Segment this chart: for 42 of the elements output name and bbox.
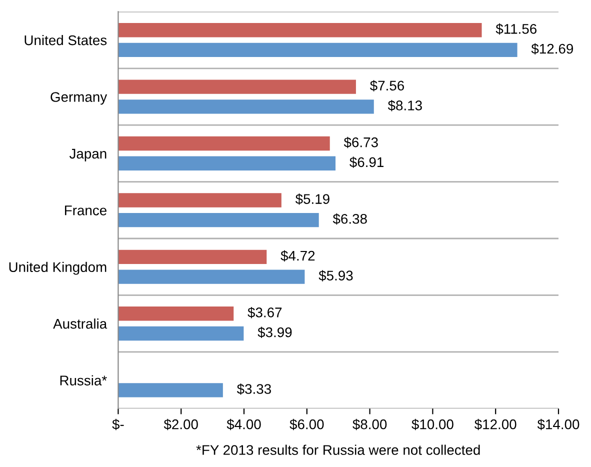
data-label: $5.93: [318, 270, 353, 282]
data-label: $3.33: [236, 384, 271, 395]
y-tick-label: United States: [24, 34, 107, 46]
x-tick-label: $8.00: [352, 418, 387, 430]
text: *FY 2013 results for Russia were not collected: [196, 444, 480, 455]
y-tick-label: Japan: [69, 148, 106, 162]
bar: [118, 326, 244, 341]
data-label: $6.91: [350, 156, 384, 168]
data-label: $6.38: [332, 213, 367, 225]
bar: [118, 212, 319, 228]
x-tick-label: $12.00: [474, 418, 516, 430]
y-tick-label: United Kingdom: [9, 262, 106, 275]
data-label: $12.69: [531, 43, 574, 55]
bar: [118, 306, 234, 321]
bar: [118, 156, 336, 170]
y-tick-label: Germany: [50, 92, 108, 105]
data-label: $7.56: [370, 80, 404, 92]
bar: [118, 100, 374, 114]
y-tick-label: France: [65, 206, 106, 216]
x-tick-label: $4.00: [226, 418, 261, 430]
bar: [118, 136, 330, 151]
x-tick-label: $6.00: [290, 418, 324, 430]
y-tick-label: Australia: [53, 318, 108, 329]
data-label: $4.72: [280, 250, 315, 262]
bar: [118, 80, 356, 94]
bar: [118, 250, 267, 264]
bar: [118, 193, 282, 208]
bar: [118, 23, 482, 38]
x-tick-label: $14.00: [537, 418, 580, 430]
bar: [118, 270, 305, 284]
x-tick-label: $10.00: [412, 418, 454, 430]
data-label: $3.67: [248, 306, 282, 318]
bar: [118, 42, 518, 58]
x-tick-label: $2.00: [164, 418, 198, 430]
data-label: $6.73: [344, 136, 378, 148]
data-label: $11.56: [496, 23, 536, 35]
x-tick-label: $-: [112, 418, 124, 430]
data-label: $8.13: [388, 100, 422, 112]
y-tick-label: Russia*: [60, 375, 107, 386]
data-label: $5.19: [295, 194, 330, 205]
bar: [118, 383, 223, 398]
data-label: $3.99: [258, 326, 292, 338]
